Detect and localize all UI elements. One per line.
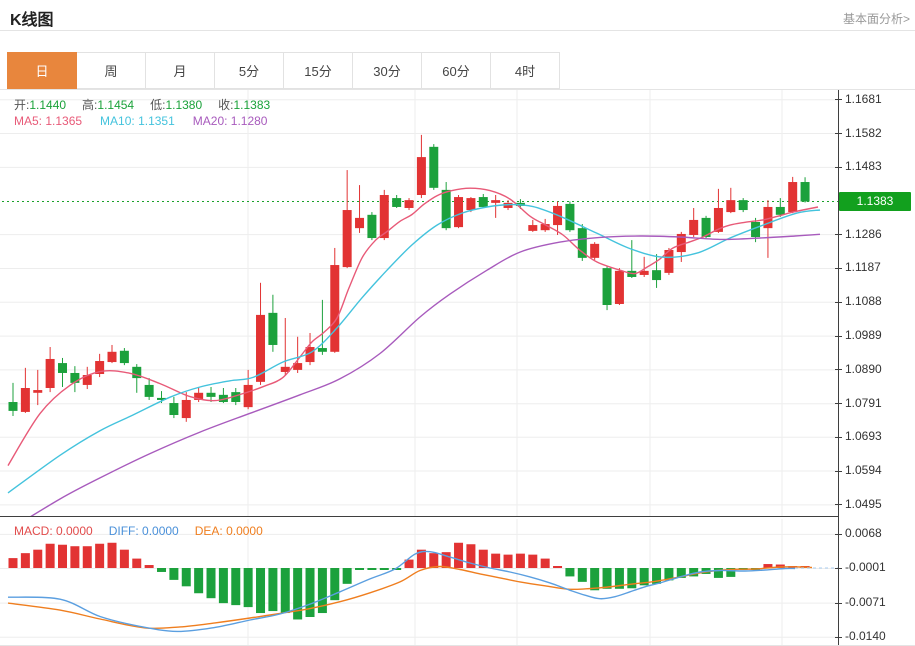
axis-tick-mark [835, 301, 842, 303]
axis-tick-mark [835, 133, 842, 135]
ohlc-label: 开: [14, 98, 30, 112]
ohlc-label: 高: [82, 98, 98, 112]
tab-interval-5[interactable]: 30分 [352, 52, 422, 89]
axis-tick-label: 1.1483 [845, 159, 882, 174]
tab-interval-6[interactable]: 60分 [421, 52, 491, 89]
axis-tick-mark [835, 369, 842, 371]
ma-legend: MA5: 1.1365 MA10: 1.1351 MA20: 1.1280 [14, 114, 285, 128]
macd-chart-canvas[interactable] [0, 519, 838, 646]
tab-interval-0[interactable]: 日 [7, 52, 77, 89]
tab-interval-3[interactable]: 5分 [214, 52, 284, 89]
axis-tick-label: 0.0068 [845, 526, 882, 541]
ohlc-value: 1.1440 [29, 98, 67, 112]
ohlc-legend: 开:1.1440 高:1.1454 低:1.1380 收:1.1383 [14, 96, 286, 113]
ma-legend-item: MA10: 1.1351 [100, 114, 175, 128]
page-title: K线图 [10, 12, 54, 29]
axis-tick-mark [835, 166, 842, 168]
ohlc-label: 收: [218, 98, 234, 112]
axis-tick-mark [835, 267, 842, 269]
tab-interval-1[interactable]: 周 [76, 52, 146, 89]
axis-tick-label: 1.1088 [845, 294, 882, 309]
header-divider [0, 30, 915, 31]
ma-legend-item: MA20: 1.1280 [192, 114, 268, 128]
ma-legend-item: MA5: 1.1365 [14, 114, 83, 128]
price-axis-line [838, 90, 839, 646]
axis-tick-label: 1.0890 [845, 361, 882, 376]
macd-legend-item: DIFF: 0.0000 [108, 524, 179, 538]
axis-tick-mark [835, 567, 842, 569]
axis-tick-mark [835, 602, 842, 604]
tab-interval-2[interactable]: 月 [145, 52, 215, 89]
axis-tick-label: 1.0989 [845, 328, 882, 343]
axis-tick-label: 1.1286 [845, 226, 882, 241]
tab-interval-7[interactable]: 4时 [490, 52, 560, 89]
ohlc-value: 1.1454 [97, 98, 135, 112]
axis-tick-mark [835, 403, 842, 405]
axis-tick-label: -0.0071 [845, 595, 886, 610]
tabbar-bottom-border [0, 89, 915, 90]
axis-tick-mark [835, 436, 842, 438]
axis-tick-label: 1.1187 [845, 260, 881, 275]
candlestick-chart-canvas[interactable] [0, 90, 838, 517]
axis-tick-mark [835, 234, 842, 236]
current-price-tag: 1.1383 [839, 192, 911, 211]
axis-tick-label: 1.1681 [845, 91, 882, 106]
main-chart-baseline [0, 516, 839, 517]
ohlc-label: 低: [150, 98, 166, 112]
fundamental-analysis-link[interactable]: 基本面分析> [842, 12, 910, 26]
tab-interval-4[interactable]: 15分 [283, 52, 353, 89]
axis-tick-mark [835, 504, 842, 506]
axis-tick-label: 1.0791 [845, 395, 882, 410]
macd-legend: MACD: 0.0000 DIFF: 0.0000 DEA: 0.0000 [14, 524, 279, 538]
axis-tick-mark [835, 335, 842, 337]
axis-tick-label: 1.0495 [845, 496, 882, 511]
axis-tick-mark [835, 99, 842, 101]
axis-tick-mark [835, 636, 842, 638]
interval-tabbar: 日周月 5分 15分 30分 60分 4时 [7, 52, 560, 89]
axis-tick-label: -0.0140 [845, 629, 886, 644]
axis-tick-label: 1.1582 [845, 125, 882, 140]
axis-tick-mark [835, 470, 842, 472]
macd-legend-item: DEA: 0.0000 [194, 524, 263, 538]
macd-legend-item: MACD: 0.0000 [14, 524, 93, 538]
axis-tick-label: 1.0693 [845, 429, 882, 444]
axis-tick-label: -0.0001 [845, 560, 886, 575]
axis-tick-mark [835, 533, 842, 535]
ohlc-value: 1.1380 [165, 98, 203, 112]
ohlc-value: 1.1383 [233, 98, 271, 112]
axis-tick-label: 1.0594 [845, 463, 882, 478]
